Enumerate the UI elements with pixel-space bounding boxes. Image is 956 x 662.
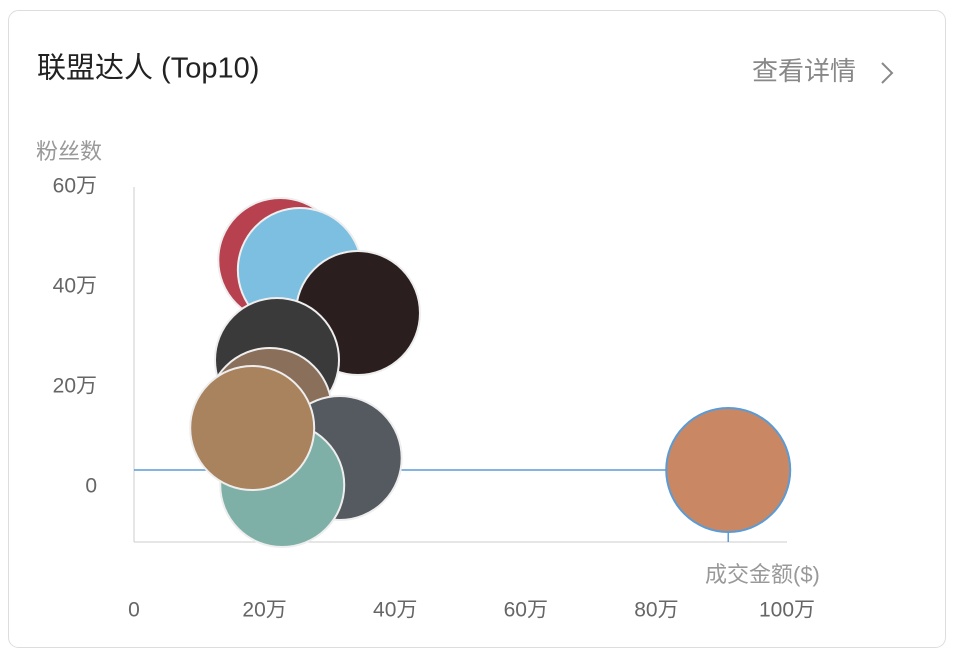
y-tick-label: 0 (85, 475, 97, 498)
y-axis-label: 粉丝数 (36, 139, 102, 164)
y-tick-label: 20万 (53, 375, 97, 398)
x-tick-label: 20万 (242, 599, 286, 622)
details-link[interactable]: 查看详情 (752, 56, 856, 86)
card (8, 10, 946, 648)
chart-title: 联盟达人 (Top10) (37, 52, 259, 85)
x-axis-label: 成交金额($) (705, 562, 820, 587)
x-tick-label: 100万 (759, 599, 815, 622)
avatar-point (665, 407, 792, 533)
x-tick-label: 40万 (373, 599, 417, 622)
x-tick-label: 0 (128, 599, 140, 622)
chevron[interactable] (881, 62, 894, 84)
x-tick-label: 60万 (504, 599, 548, 622)
y-tick-label: 60万 (53, 175, 97, 198)
avatar-point (189, 365, 316, 491)
x-tick-label: 80万 (634, 599, 678, 622)
y-tick-label: 40万 (53, 275, 97, 298)
